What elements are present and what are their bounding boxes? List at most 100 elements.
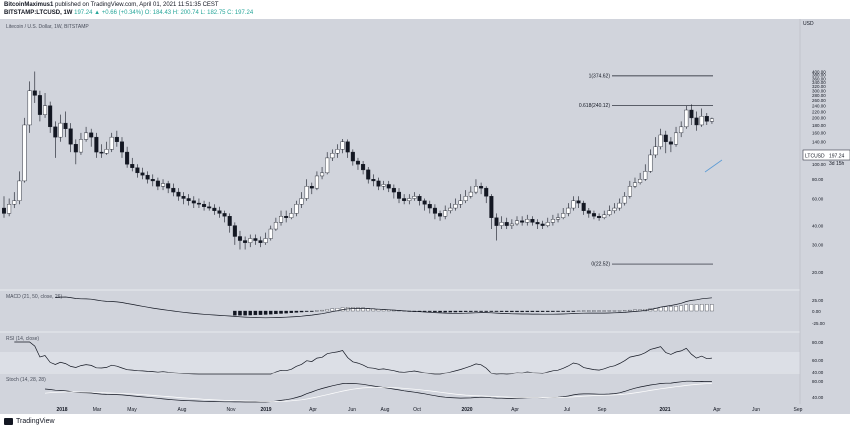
time-tick-label: Jun <box>348 407 356 413</box>
candle-body <box>289 213 294 218</box>
macd-bar <box>233 310 237 316</box>
candle-body <box>161 183 166 187</box>
price-tag: LTCUSD 197.24 3d 15h <box>802 149 850 167</box>
candle-body <box>186 198 191 201</box>
candle-body <box>7 204 12 214</box>
price-tick-label: 400.00 <box>812 69 826 74</box>
time-tick-label: 2019 <box>260 407 271 413</box>
candle-body <box>355 160 360 165</box>
price-tick-label: 380.00 <box>812 73 826 78</box>
candle-body <box>366 169 371 180</box>
candle-body <box>202 204 207 207</box>
macd-bar <box>463 310 468 313</box>
candle-body <box>386 184 391 189</box>
candle-body <box>586 210 591 214</box>
candles <box>2 71 714 250</box>
price-tick-label: 80.00 <box>812 177 824 182</box>
price-tick-label: 20.00 <box>812 270 824 275</box>
stoch-d-line <box>44 383 712 402</box>
price-tick-label: 260.00 <box>812 98 826 103</box>
macd-bar <box>489 310 494 312</box>
candle-body <box>597 216 602 218</box>
candle-body <box>463 196 468 201</box>
price-tick-label: 160.00 <box>812 131 826 136</box>
candle-body <box>679 126 684 134</box>
candle-body <box>248 238 253 243</box>
candle-body <box>53 126 58 138</box>
candle-body <box>432 207 437 214</box>
rsi-band <box>0 352 800 372</box>
candle-body <box>520 220 525 223</box>
candle-body <box>314 175 319 189</box>
chart-area[interactable]: Litecoin / U.S. Dollar, 1W, BITSTAMP USD… <box>0 19 850 414</box>
macd-bar <box>284 310 288 314</box>
macd-bar <box>664 306 668 312</box>
candle-body <box>674 132 679 145</box>
candle-body <box>263 238 268 243</box>
candle-body <box>689 109 694 119</box>
macd-bar <box>238 310 242 316</box>
candle-body <box>627 186 632 197</box>
stoch-tick-label: 80.00 <box>812 379 824 384</box>
publisher-name[interactable]: BitcoinMaximus1 <box>4 2 54 8</box>
stoch-k-line <box>44 380 712 403</box>
macd-bar <box>622 310 627 312</box>
macd-bar <box>653 307 658 312</box>
macd-tick-label: 0.00 <box>812 309 821 314</box>
macd-bar <box>494 310 499 312</box>
candle-body <box>427 204 432 209</box>
candle-body <box>684 109 689 128</box>
candle-body <box>284 216 289 218</box>
macd-bar <box>504 310 509 312</box>
macd-bar <box>351 307 355 312</box>
candle-body <box>63 122 68 129</box>
candle-body <box>566 207 571 214</box>
candle-body <box>237 236 242 241</box>
macd-bar <box>694 304 699 312</box>
candle-body <box>453 204 458 209</box>
macd-bar <box>274 310 278 315</box>
candle-body <box>155 180 160 187</box>
candle-body <box>73 144 78 153</box>
tradingview-logo[interactable]: TradingView <box>4 418 55 425</box>
candle-body <box>119 141 124 153</box>
rsi-tick-label: 80.00 <box>812 340 824 345</box>
candle-body <box>422 200 427 205</box>
price-chart-svg[interactable]: Litecoin / U.S. Dollar, 1W, BITSTAMP USD… <box>0 19 850 414</box>
macd-bar <box>581 310 586 312</box>
candle-body <box>48 105 53 128</box>
macd-bar <box>458 310 463 313</box>
price-tick-label: 200.00 <box>812 116 826 121</box>
candle-body <box>663 134 668 142</box>
candle-body <box>340 141 345 150</box>
macd-bar <box>710 304 714 312</box>
macd-bar <box>484 310 488 312</box>
price-tick-label: 340.00 <box>812 80 826 85</box>
candle-body <box>258 240 263 243</box>
price-tick-label: 280.00 <box>812 93 826 98</box>
macd-bar <box>315 310 319 312</box>
candle-body <box>643 171 648 180</box>
macd-bar <box>546 310 550 312</box>
candle-body <box>196 202 201 205</box>
candle-body <box>217 210 222 214</box>
candle-body <box>694 117 699 126</box>
macd-bar <box>289 310 294 313</box>
candle-body <box>371 179 376 182</box>
price-axis: 20.0030.0040.0060.0080.00100.00120.00140… <box>812 69 826 274</box>
candle-body <box>207 206 212 209</box>
candle-body <box>391 187 396 193</box>
chart-header: BitcoinMaximus1 published on TradingView… <box>0 0 850 19</box>
candle-body <box>550 219 555 223</box>
candle-body <box>576 200 581 204</box>
trend-line <box>704 159 723 173</box>
macd-bar <box>628 309 632 312</box>
published-text: published on TradingView.com, April 01, … <box>55 2 219 8</box>
symbol-label: BITSTAMP:LTCUSD, 1W <box>4 10 73 16</box>
macd-bar <box>294 310 299 313</box>
candle-body <box>150 179 155 182</box>
candle-body <box>581 202 586 211</box>
candle-body <box>556 217 561 220</box>
candle-body <box>648 154 653 172</box>
candle-body <box>335 149 340 154</box>
